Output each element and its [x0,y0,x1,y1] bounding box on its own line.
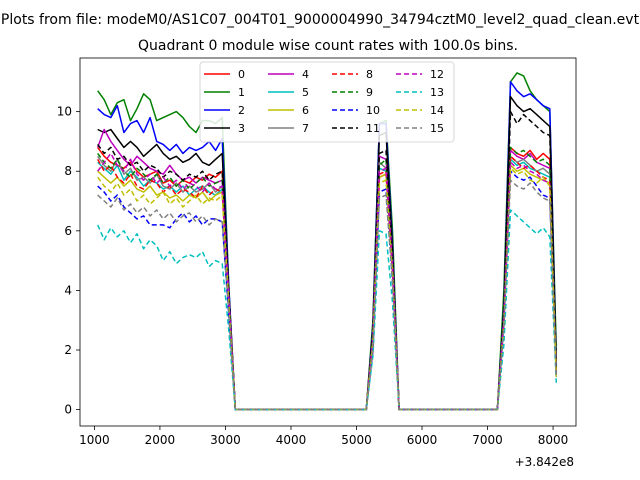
x-tick-label: 5000 [341,433,372,447]
legend-label-12: 12 [430,68,444,81]
series-line-13 [97,209,558,411]
series-line-15 [97,179,558,411]
legend-label-0: 0 [238,68,245,81]
y-axis: 0 2 4 6 8 10 [57,105,80,417]
x-tick-label: 2000 [145,433,176,447]
legend-label-5: 5 [302,86,309,99]
plot-frame [79,57,577,427]
legend-label-15: 15 [430,122,444,135]
legend-label-13: 13 [430,86,444,99]
y-tick-label: 10 [57,105,72,119]
x-tick-label: 4000 [276,433,307,447]
legend-label-7: 7 [302,122,309,135]
chart-title: Quadrant 0 module wise count rates with … [138,38,518,54]
y-tick-label: 8 [64,164,72,178]
x-offset-label: +3.842e8 [515,455,574,469]
series-line-14 [97,167,558,411]
plot-area: 1000 2000 3000 4000 5000 6000 7000 8000 0246810… [57,57,577,469]
legend-label-8: 8 [366,68,373,81]
legend-label-2: 2 [238,104,245,117]
x-tick-label: 7000 [472,433,503,447]
x-axis: 1000 2000 3000 4000 5000 6000 7000 8000 [79,426,568,447]
legend-label-6: 6 [302,104,309,117]
legend-label-11: 11 [366,122,380,135]
series-lines [96,72,558,411]
x-tick-label: 3000 [210,433,241,447]
legend-label-10: 10 [366,104,380,117]
legend-label-1: 1 [238,86,245,99]
x-tick-label: 1000 [79,433,110,447]
x-tick-label: 8000 [538,433,569,447]
figure-suptitle: Plots from file: modeM0/AS1C07_004T01_90… [1,12,640,28]
series-line-12 [97,152,558,411]
y-tick-label: 2 [64,343,72,357]
legend-label-14: 14 [430,104,444,117]
legend-label-4: 4 [302,68,309,81]
x-tick-label: 6000 [407,433,438,447]
legend-label-3: 3 [238,122,245,135]
y-tick-label: 4 [64,283,72,297]
legend-box [199,61,455,143]
legend-label-9: 9 [366,86,373,99]
y-tick-label: 0 [64,403,72,417]
y-tick-label: 6 [64,224,72,238]
